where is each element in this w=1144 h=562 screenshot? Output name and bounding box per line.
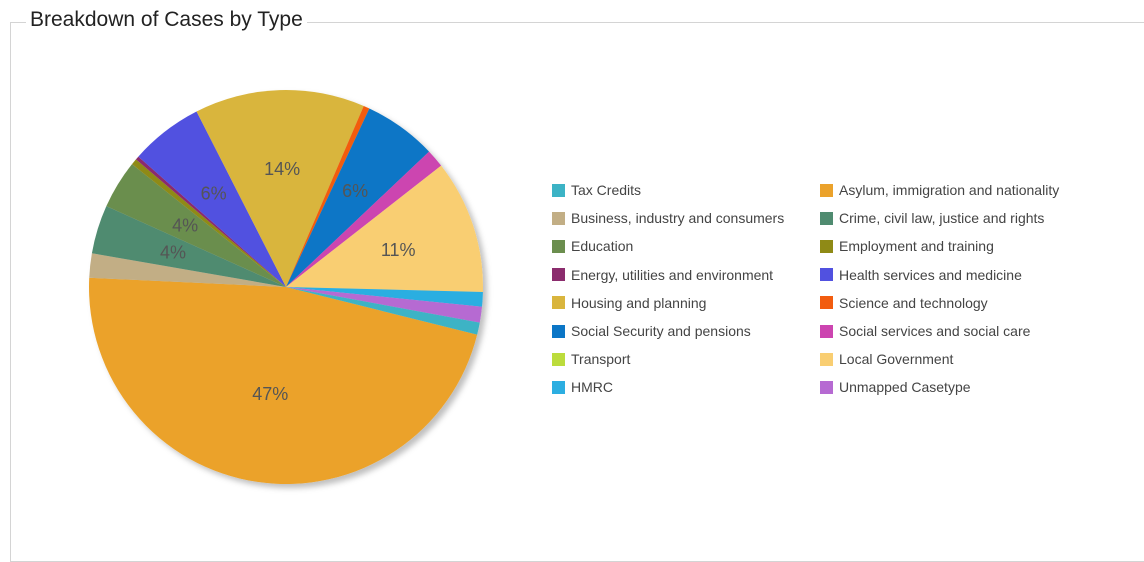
pie-slice-education[interactable] xyxy=(106,164,287,287)
pie-chart: 47%4%4%6%14%6%11% xyxy=(88,89,483,484)
pie-slice-tax-credits[interactable] xyxy=(286,287,480,335)
legend-label: Business, industry and consumers xyxy=(571,210,785,227)
legend-item[interactable]: Employment and training xyxy=(820,232,1120,260)
legend-swatch xyxy=(820,324,833,338)
slice-data-label: 4% xyxy=(172,215,198,235)
legend-label: Crime, civil law, justice and rights xyxy=(839,210,1045,227)
legend-swatch xyxy=(552,352,565,366)
legend-swatch xyxy=(552,211,565,225)
legend-label: Tax Credits xyxy=(571,182,642,199)
legend-label: Social Security and pensions xyxy=(571,323,751,340)
legend-item[interactable]: Asylum, immigration and nationality xyxy=(820,176,1120,204)
legend-item[interactable]: Health services and medicine xyxy=(820,261,1120,289)
legend-swatch xyxy=(820,296,833,310)
pie-slice-business-industry-and-consumers[interactable] xyxy=(89,253,286,287)
panel-title: Breakdown of Cases by Type xyxy=(26,8,307,32)
legend-label: HMRC xyxy=(571,379,613,396)
legend-swatch xyxy=(552,296,565,310)
legend-item[interactable]: Tax Credits xyxy=(552,176,820,204)
legend-item[interactable]: Local Government xyxy=(820,345,1120,373)
slice-data-label: 6% xyxy=(342,181,368,201)
slice-data-label: 4% xyxy=(160,242,186,262)
legend-label: Science and technology xyxy=(839,294,988,311)
legend-label: Employment and training xyxy=(839,238,994,255)
legend-label: Asylum, immigration and nationality xyxy=(839,182,1060,199)
legend-label: Energy, utilities and environment xyxy=(571,266,774,283)
legend-label: Social services and social care xyxy=(839,323,1031,340)
legend-swatch xyxy=(820,268,833,282)
legend-swatch xyxy=(820,352,833,366)
legend-item[interactable]: Crime, civil law, justice and rights xyxy=(820,204,1120,232)
pie-slice-science-and-technology[interactable] xyxy=(286,105,370,288)
legend-swatch xyxy=(820,183,833,197)
legend-swatch xyxy=(820,211,833,225)
pie-slice-health-services-and-medicine[interactable] xyxy=(138,111,286,288)
legend-item[interactable]: Energy, utilities and environment xyxy=(552,261,820,289)
legend-item[interactable]: Housing and planning xyxy=(552,289,820,317)
legend-item[interactable]: Social services and social care xyxy=(820,317,1120,345)
legend-item[interactable]: HMRC xyxy=(552,373,820,401)
slice-data-label: 47% xyxy=(252,384,288,404)
legend-swatch xyxy=(552,183,565,197)
pie-slice-energy-utilities-and-environment[interactable] xyxy=(135,156,286,287)
legend-swatch xyxy=(820,239,833,253)
pie-slice-social-security-and-pensions[interactable] xyxy=(286,108,430,287)
legend-swatch xyxy=(552,239,565,253)
pie-slice-asylum-immigration-and-nationality[interactable] xyxy=(88,277,478,484)
slice-data-label: 14% xyxy=(264,159,300,179)
pie-slice-hmrc[interactable] xyxy=(286,287,483,307)
pie-slice-unmapped-casetype[interactable] xyxy=(286,287,483,323)
legend-label: Transport xyxy=(571,351,631,368)
legend-label: Housing and planning xyxy=(571,294,707,311)
slice-data-label: 11% xyxy=(381,240,416,260)
pie-slice-social-services-and-social-care[interactable] xyxy=(286,151,442,287)
pie-slice-employment-and-training[interactable] xyxy=(132,159,286,287)
legend-item[interactable]: Transport xyxy=(552,345,820,373)
legend-swatch xyxy=(552,324,565,338)
legend-item[interactable]: Unmapped Casetype xyxy=(820,373,1120,401)
legend-label: Health services and medicine xyxy=(839,266,1022,283)
pie-slice-local-government[interactable] xyxy=(286,165,483,292)
slice-data-label: 6% xyxy=(201,184,227,204)
legend-label: Local Government xyxy=(839,351,954,368)
legend-item[interactable]: Education xyxy=(552,232,820,260)
legend-swatch xyxy=(552,380,565,394)
chart-legend: Tax Credits Asylum, immigration and natio… xyxy=(552,176,1144,402)
legend-label: Education xyxy=(571,238,634,255)
pie-slice-housing-and-planning[interactable] xyxy=(196,89,364,287)
pie-slice-crime-civil-law-justice-and-rights[interactable] xyxy=(91,206,286,287)
legend-label: Unmapped Casetype xyxy=(839,379,971,396)
legend-item[interactable]: Business, industry and consumers xyxy=(552,204,820,232)
legend-item[interactable]: Social Security and pensions xyxy=(552,317,820,345)
legend-swatch xyxy=(552,268,565,282)
legend-swatch xyxy=(820,380,833,394)
legend-item[interactable]: Science and technology xyxy=(820,289,1120,317)
